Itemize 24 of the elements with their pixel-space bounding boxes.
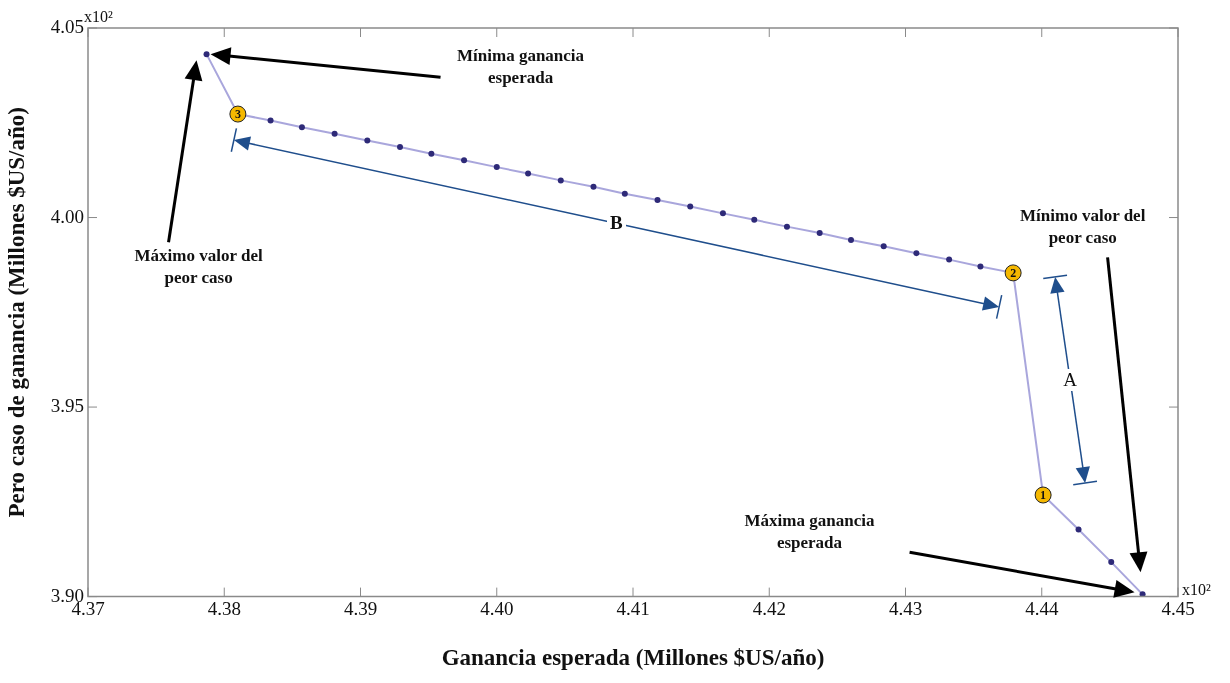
text: x10² (1182, 580, 1211, 599)
x-tick-label: 4.45 (1161, 597, 1195, 619)
y-tick-label: 4.00 (50, 205, 84, 227)
annotation: Máxima ganancia esperada (744, 510, 875, 555)
x-tick-label: 4.39 (343, 597, 378, 619)
y-tick-label: 4.05 (50, 15, 84, 37)
annotation: 3 (234, 107, 241, 122)
x-tick-label: 4.41 (616, 597, 650, 619)
x-tick-label: 4.40 (480, 597, 514, 619)
y-axis-title: Pero caso de ganancia (Millones $US/año) (3, 107, 29, 518)
annotation: 2 (1010, 265, 1017, 280)
text: x10² (84, 8, 113, 25)
annotation: B (607, 212, 626, 235)
x-tick-label: 4.42 (752, 597, 786, 619)
x-tick-label: 4.38 (207, 597, 241, 619)
annotation: 1 (1040, 488, 1047, 503)
annotation: Máximo valor del peor caso (134, 245, 263, 290)
x-axis-title: Ganancia esperada (Millones $US/año) (441, 645, 825, 671)
x-tick-label: 4.44 (1025, 597, 1059, 619)
annotation: Mínima ganancia esperada (457, 45, 585, 90)
annotation: A (1060, 368, 1080, 391)
annotation: Mínimo valor del peor caso (1020, 205, 1146, 250)
x-tick-label: 4.43 (888, 597, 923, 619)
y-tick-label: 3.95 (50, 395, 84, 417)
